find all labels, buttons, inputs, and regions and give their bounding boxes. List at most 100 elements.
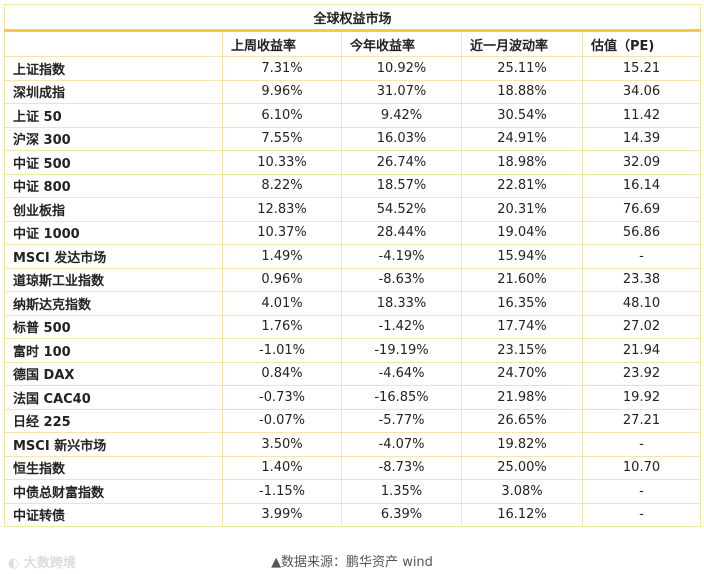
table-row: 上证 50 6.10% 9.42% 30.54% 11.42 [4,103,702,128]
value-cell: 3.08% [461,479,583,504]
header-row: 上周收益率 今年收益率 近一月波动率 估值（PE) [4,30,702,57]
index-name: 标普 500 [4,314,223,339]
header-cell [4,30,223,57]
index-name: 德国 DAX [4,361,223,386]
value-cell: 10.33% [222,150,342,175]
header-cell: 近一月波动率 [461,30,583,57]
table-row: 标普 500 1.76% -1.42% 17.74% 27.02 [4,314,702,339]
index-name: MSCI 新兴市场 [4,432,223,457]
index-name: 中证转债 [4,502,223,527]
index-name: 上证 50 [4,103,223,128]
value-cell: 56.86 [581,220,702,245]
index-name: 恒生指数 [4,455,223,480]
watermark-logo: ◐ 大数跨境 [8,556,76,571]
value-cell: 1.40% [222,455,342,480]
table-row: MSCI 发达市场 1.49% -4.19% 15.94% - [4,244,702,269]
value-cell: -0.73% [222,385,342,410]
value-cell: 19.92 [581,385,702,410]
table-row: 上证指数 7.31% 10.92% 25.11% 15.21 [4,56,702,81]
value-cell: 27.21 [581,408,702,433]
value-cell: 10.37% [222,220,342,245]
value-cell: 21.60% [461,267,583,292]
value-cell: 1.76% [222,314,342,339]
value-cell: 23.15% [461,338,583,363]
index-name: 富时 100 [4,338,223,363]
value-cell: 3.50% [222,432,342,457]
value-cell: 16.14 [581,173,702,198]
equity-market-table: 全球权益市场 上周收益率 今年收益率 近一月波动率 估值（PE) 上证指数 7.3… [3,4,702,527]
value-cell: 16.12% [461,502,583,527]
table-row: 深圳成指 9.96% 31.07% 18.88% 34.06 [4,79,702,104]
table-row: 德国 DAX 0.84% -4.64% 24.70% 23.92 [4,361,702,386]
value-cell: -19.19% [341,338,462,363]
table-row: 纳斯达克指数 4.01% 18.33% 16.35% 48.10 [4,291,702,316]
value-cell: -5.77% [341,408,462,433]
value-cell: - [581,479,702,504]
value-cell: 7.55% [222,126,342,151]
table-title-row: 全球权益市场 [3,4,702,32]
value-cell: 1.35% [341,479,462,504]
value-cell: 3.99% [222,502,342,527]
table-row: 恒生指数 1.40% -8.73% 25.00% 10.70 [4,455,702,480]
value-cell: 28.44% [341,220,462,245]
index-name: 纳斯达克指数 [4,291,223,316]
index-name: 中证 1000 [4,220,223,245]
index-name: 中证 800 [4,173,223,198]
value-cell: 25.11% [461,56,583,81]
value-cell: 32.09 [581,150,702,175]
value-cell: 16.35% [461,291,583,316]
value-cell: 23.38 [581,267,702,292]
index-name: 法国 CAC40 [4,385,223,410]
value-cell: 24.70% [461,361,583,386]
value-cell: 11.42 [581,103,702,128]
header-cell: 估值（PE) [581,30,702,57]
value-cell: 9.96% [222,79,342,104]
value-cell: -1.42% [341,314,462,339]
value-cell: 6.10% [222,103,342,128]
value-cell: 17.74% [461,314,583,339]
table-row: 中证转债 3.99% 6.39% 16.12% - [4,502,702,527]
value-cell: 0.96% [222,267,342,292]
value-cell: -0.07% [222,408,342,433]
value-cell: 1.49% [222,244,342,269]
value-cell: 10.92% [341,56,462,81]
value-cell: 15.21 [581,56,702,81]
value-cell: 6.39% [341,502,462,527]
table-row: 富时 100 -1.01% -19.19% 23.15% 21.94 [4,338,702,363]
value-cell: -4.19% [341,244,462,269]
value-cell: 34.06 [581,79,702,104]
value-cell: 48.10 [581,291,702,316]
header-cell: 今年收益率 [341,30,462,57]
index-name: MSCI 发达市场 [4,244,223,269]
data-source-note: ▲数据来源：鹏华资产 wind [271,555,433,570]
value-cell: 26.74% [341,150,462,175]
value-cell: 19.04% [461,220,583,245]
table-row: 中证 800 8.22% 18.57% 22.81% 16.14 [4,173,702,198]
value-cell: 18.98% [461,150,583,175]
index-name: 道琼斯工业指数 [4,267,223,292]
value-cell: 9.42% [341,103,462,128]
value-cell: -1.15% [222,479,342,504]
index-name: 日经 225 [4,408,223,433]
value-cell: 25.00% [461,455,583,480]
value-cell: - [581,502,702,527]
value-cell: 18.57% [341,173,462,198]
value-cell: -8.73% [341,455,462,480]
table-row: 中债总财富指数 -1.15% 1.35% 3.08% - [4,479,702,504]
value-cell: 4.01% [222,291,342,316]
index-name: 创业板指 [4,197,223,222]
value-cell: 23.92 [581,361,702,386]
header-cell: 上周收益率 [222,30,342,57]
value-cell: 54.52% [341,197,462,222]
value-cell: 16.03% [341,126,462,151]
value-cell: 20.31% [461,197,583,222]
value-cell: - [581,244,702,269]
value-cell: 12.83% [222,197,342,222]
value-cell: -8.63% [341,267,462,292]
value-cell: 21.94 [581,338,702,363]
table-row: 法国 CAC40 -0.73% -16.85% 21.98% 19.92 [4,385,702,410]
value-cell: 14.39 [581,126,702,151]
value-cell: 0.84% [222,361,342,386]
table-row: 创业板指 12.83% 54.52% 20.31% 76.69 [4,197,702,222]
table-title: 全球权益市场 [3,4,702,32]
